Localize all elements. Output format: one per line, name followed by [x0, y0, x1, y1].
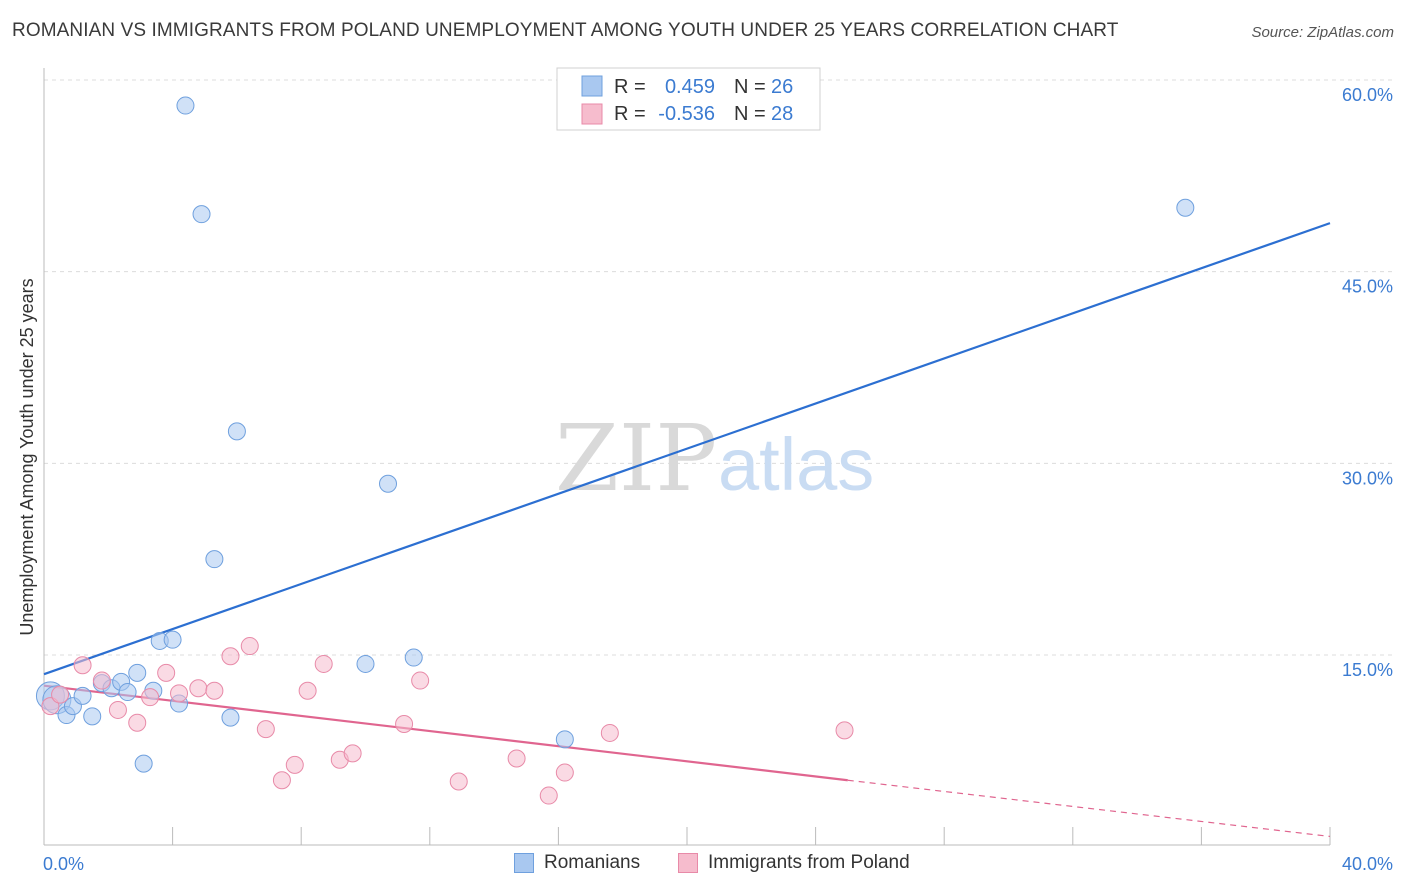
point-romanians-14 — [163, 630, 182, 649]
y-tick-label-2: 45.0% — [1342, 277, 1393, 297]
point-poland-13 — [256, 720, 275, 739]
correlation-legend: R = 0.459 N = 26 R = -0.536 N = 28 — [556, 67, 821, 131]
point-poland-2 — [73, 656, 92, 675]
legend-r-value-romanians: 0.459 — [665, 76, 715, 98]
point-poland-14 — [272, 771, 291, 790]
legend-swatch-poland-bottom — [678, 853, 698, 873]
legend-r-value-poland: -0.536 — [658, 103, 715, 125]
point-poland-19 — [343, 744, 362, 763]
point-poland-12 — [240, 637, 259, 656]
point-poland-8 — [170, 684, 189, 703]
point-romanians-23 — [404, 648, 423, 667]
point-romanians-21 — [356, 654, 375, 673]
watermark-zip: ZIP — [555, 405, 717, 512]
legend-swatch-romanians-bottom — [514, 853, 534, 873]
point-poland-1 — [51, 685, 70, 704]
point-romanians-10 — [128, 663, 147, 682]
point-poland-17 — [314, 654, 333, 673]
watermark-atlas: atlas — [718, 423, 874, 506]
point-romanians-19 — [221, 708, 240, 727]
point-poland-9 — [189, 679, 208, 698]
point-poland-6 — [141, 688, 160, 707]
legend-label-romanians: Romanians — [544, 852, 641, 873]
legend-n-label-romanians: N = — [734, 76, 766, 98]
point-poland-11 — [221, 647, 240, 666]
trend-line-romanians — [43, 222, 1331, 676]
legend-n-label-poland: N = — [734, 103, 766, 125]
chart-source: Source: ZipAtlas.com — [1251, 24, 1394, 41]
point-romanians-18 — [205, 550, 224, 569]
point-poland-26 — [600, 723, 619, 742]
x-tick-label-left: 0.0% — [43, 854, 84, 874]
axes — [43, 68, 1331, 846]
point-romanians-17 — [192, 205, 211, 224]
point-romanians-11 — [134, 754, 153, 773]
point-poland-10 — [205, 681, 224, 700]
series-legend: Romanians Immigrants from Poland — [0, 852, 1406, 878]
trend-line-poland — [43, 684, 848, 782]
legend-swatch-poland — [581, 103, 603, 125]
point-poland-16 — [298, 681, 317, 700]
point-poland-3 — [92, 671, 111, 690]
x-tick-labels: 0.0% 40.0% — [43, 854, 1393, 874]
y-tick-labels: 15.0% 30.0% 45.0% 60.0% — [1342, 85, 1393, 680]
point-poland-27 — [835, 721, 854, 740]
point-romanians-9 — [118, 683, 137, 702]
point-poland-0 — [41, 697, 60, 716]
point-poland-21 — [411, 671, 430, 690]
legend-label-poland: Immigrants from Poland — [708, 852, 910, 873]
trend-lines — [43, 222, 1331, 838]
point-poland-25 — [555, 763, 574, 782]
point-poland-23 — [507, 749, 526, 768]
y-tick-label-1: 30.0% — [1342, 468, 1393, 488]
point-romanians-24 — [555, 730, 574, 749]
legend-item-romanians[interactable]: Romanians — [514, 852, 640, 874]
gridlines — [44, 79, 1393, 656]
point-poland-15 — [285, 755, 304, 774]
x-tick-label-right: 40.0% — [1342, 854, 1393, 874]
point-romanians-25 — [1176, 198, 1195, 217]
point-poland-7 — [157, 663, 176, 682]
legend-n-value-romanians: 26 — [771, 76, 793, 98]
legend-r-label-poland: R = — [614, 103, 646, 125]
legend-item-poland[interactable]: Immigrants from Poland — [678, 852, 910, 874]
point-romanians-4 — [73, 686, 92, 705]
watermark: ZIP atlas — [555, 405, 874, 512]
legend-n-value-poland: 28 — [771, 103, 793, 125]
point-romanians-16 — [176, 96, 195, 115]
legend-swatch-romanians — [581, 75, 603, 97]
trend-line-poland-extension — [847, 779, 1331, 838]
legend-r-label-romanians: R = — [614, 76, 646, 98]
point-romanians-5 — [83, 707, 102, 726]
point-poland-22 — [449, 772, 468, 791]
point-poland-24 — [539, 786, 558, 805]
point-poland-4 — [108, 700, 127, 719]
point-poland-5 — [128, 713, 147, 732]
point-poland-20 — [395, 715, 414, 733]
y-tick-label-0: 15.0% — [1342, 660, 1393, 680]
point-romanians-22 — [379, 474, 398, 493]
chart-title: ROMANIAN VS IMMIGRANTS FROM POLAND UNEMP… — [12, 20, 1119, 41]
data-points — [35, 96, 1195, 805]
point-romanians-20 — [227, 422, 246, 441]
y-axis-label: Unemployment Among Youth under 25 years — [17, 278, 37, 635]
y-tick-label-3: 60.0% — [1342, 85, 1393, 105]
